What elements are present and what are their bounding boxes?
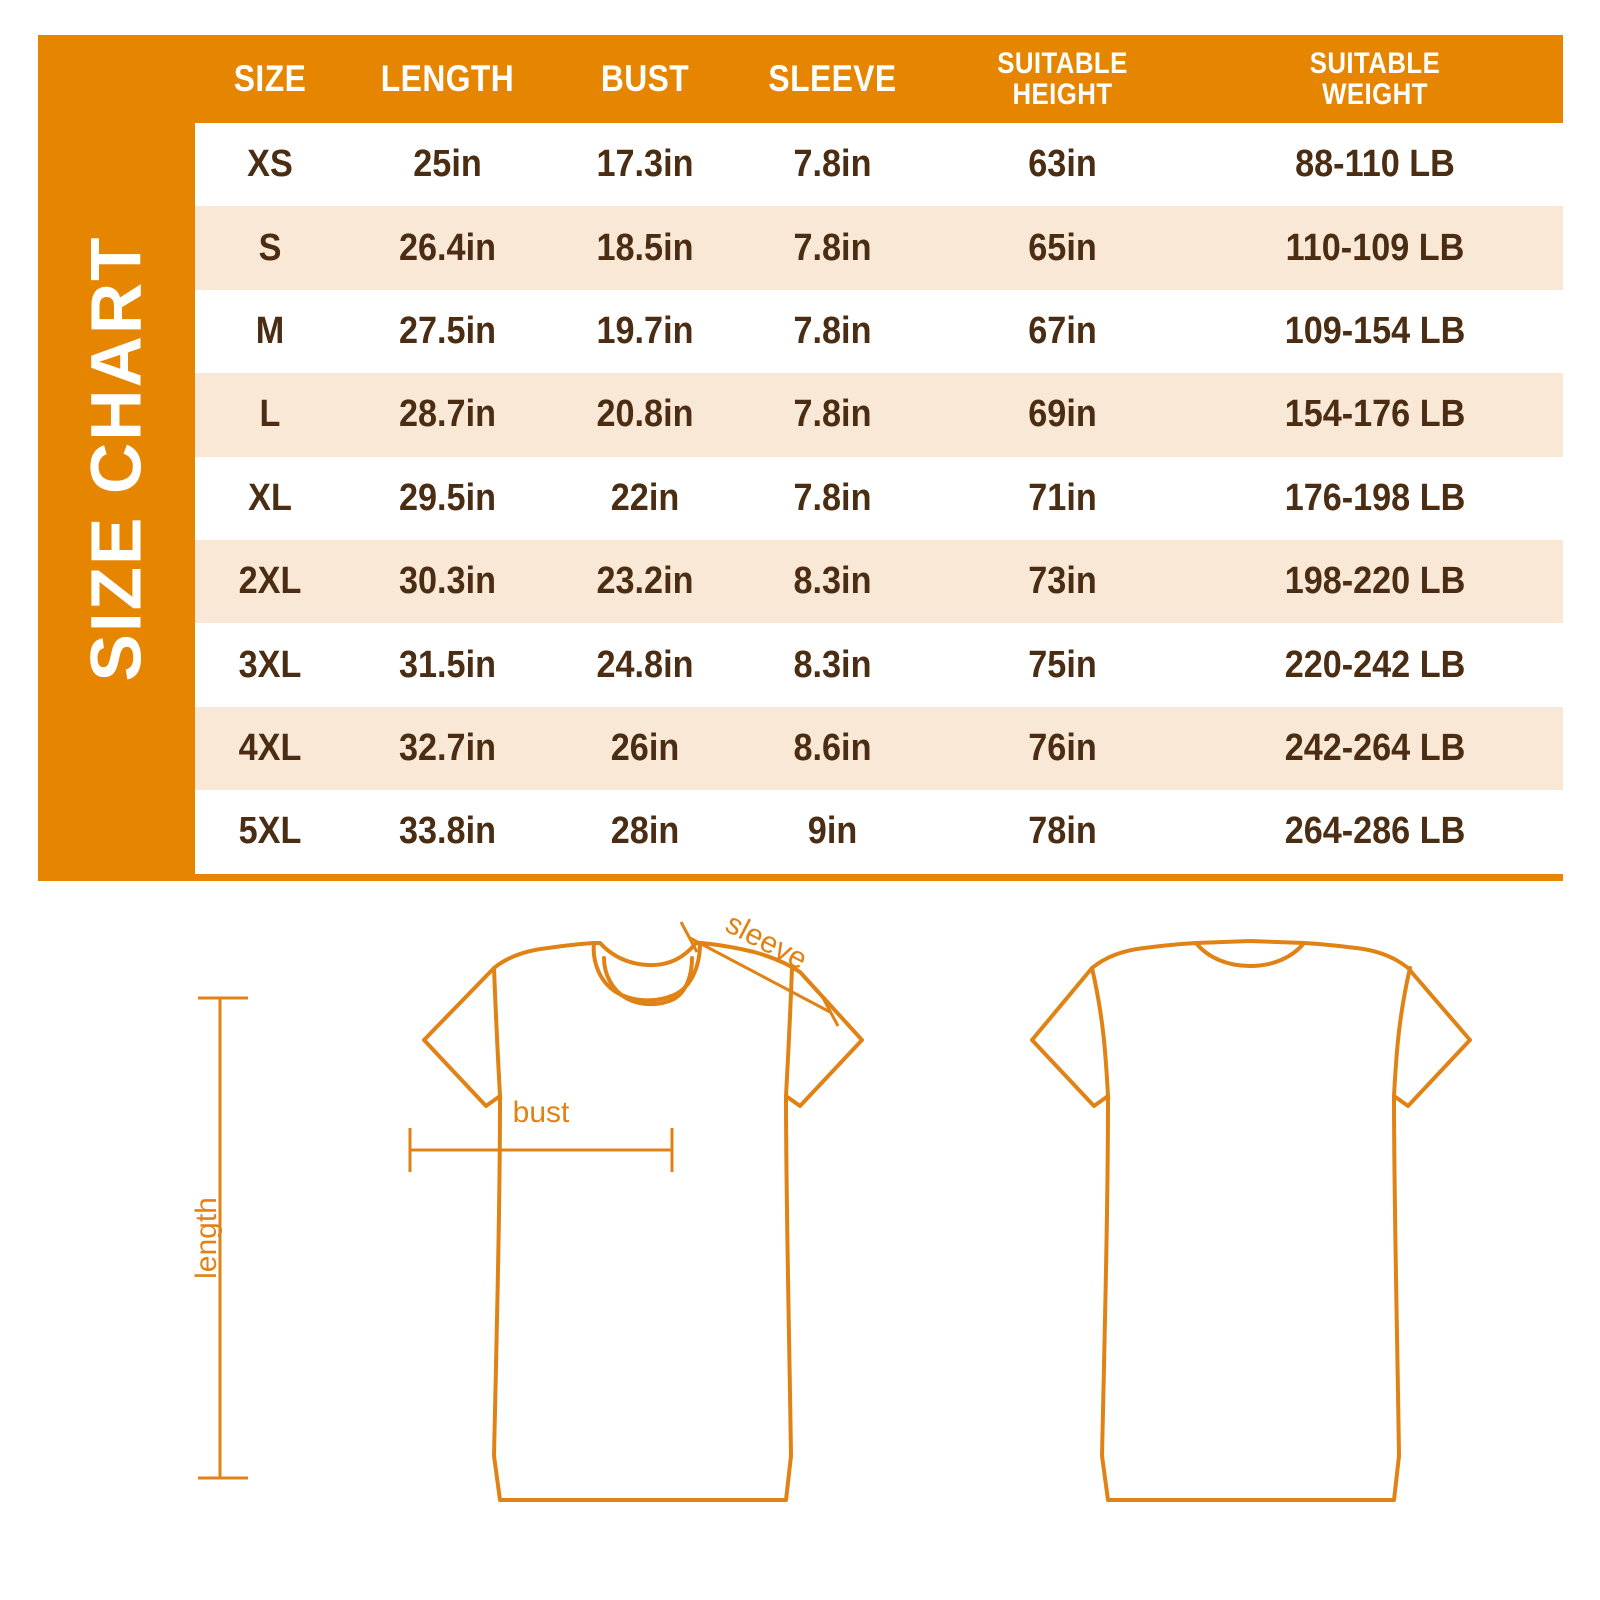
cell-height: 78in [1028, 810, 1097, 853]
column-header-suitable-weight: SUITABLE WEIGHT [1225, 46, 1526, 111]
cell-bust: 22in [610, 476, 680, 519]
cell-height: 65in [1028, 226, 1097, 269]
cell-bust: 19.7in [596, 309, 694, 352]
table-body: XS 25in 17.3in 7.8in 63in 88-110 LB S 26… [195, 123, 1563, 874]
size-chart-vertical-title: SIZE CHART [38, 35, 195, 881]
table-row: XS 25in 17.3in 7.8in 63in 88-110 LB [195, 123, 1563, 207]
cell-height: 75in [1028, 643, 1097, 686]
cell-bust: 28in [610, 810, 680, 853]
column-header-suitable-weight-line2: WEIGHT [1322, 78, 1428, 111]
cell-length: 28.7in [399, 393, 496, 436]
cell-sleeve: 7.8in [793, 309, 872, 352]
cell-size: L [259, 393, 281, 436]
cell-weight: 109-154 LB [1284, 309, 1466, 352]
table-row: 4XL 32.7in 26in 8.6in 76in 242-264 LB [195, 706, 1563, 791]
cell-height: 71in [1028, 476, 1097, 519]
cell-sleeve: 8.6in [793, 726, 872, 769]
column-header-suitable-weight-line1: SUITABLE [1309, 46, 1441, 80]
cell-bust: 23.2in [596, 560, 694, 603]
cell-weight: 110-109 LB [1285, 226, 1465, 269]
length-dimension-line [198, 996, 248, 1480]
cell-height: 76in [1028, 726, 1097, 769]
sleeve-label: sleeve [720, 907, 812, 976]
bust-label: bust [513, 1096, 570, 1129]
cell-length: 25in [413, 143, 482, 186]
table-row: XL 29.5in 22in 7.8in 71in 176-198 LB [195, 456, 1563, 540]
cell-sleeve: 9in [807, 810, 858, 853]
cell-length: 32.7in [399, 726, 496, 769]
cell-sleeve: 7.8in [793, 226, 872, 269]
cell-size: 4XL [238, 726, 302, 769]
table-row: 3XL 31.5in 24.8in 8.3in 75in 220-242 LB [195, 623, 1563, 707]
table-row: S 26.4in 18.5in 7.8in 65in 110-109 LB [195, 206, 1563, 290]
size-chart-table: SIZE LENGTH BUST SLEEVE SUITABLE HEIGHT … [195, 35, 1563, 881]
cell-weight: 176-198 LB [1284, 476, 1466, 519]
cell-sleeve: 7.8in [793, 476, 872, 519]
cell-height: 73in [1028, 560, 1097, 603]
table-row: L 28.7in 20.8in 7.8in 69in 154-176 LB [195, 373, 1563, 457]
size-chart-panel: SIZE CHART SIZE LENGTH BUST SLEEVE SUITA… [38, 35, 1563, 881]
column-header-suitable-height-line2: HEIGHT [1012, 78, 1113, 111]
cell-size: XS [247, 143, 293, 186]
cell-size: 3XL [238, 643, 302, 686]
cell-size: XL [248, 476, 292, 519]
cell-sleeve: 7.8in [793, 143, 872, 186]
length-label: length [190, 1197, 223, 1279]
cell-weight: 88-110 LB [1295, 143, 1455, 186]
table-row: 5XL 33.8in 28in 9in 78in 264-286 LB [195, 790, 1563, 874]
cell-sleeve: 8.3in [793, 560, 872, 603]
cell-size: 2XL [238, 560, 302, 603]
table-row: M 27.5in 19.7in 7.8in 67in 109-154 LB [195, 289, 1563, 374]
cell-length: 29.5in [399, 476, 496, 519]
cell-length: 26.4in [399, 226, 496, 269]
column-header-sleeve: SLEEVE [768, 58, 897, 100]
cell-bust: 26in [610, 726, 680, 769]
column-header-size: SIZE [233, 58, 307, 100]
cell-sleeve: 8.3in [793, 643, 872, 686]
table-header-row: SIZE LENGTH BUST SLEEVE SUITABLE HEIGHT … [195, 35, 1563, 123]
tshirt-back-view-icon [1030, 939, 1472, 1502]
sleeve-dimension-line [679, 921, 840, 1027]
cell-weight: 264-286 LB [1284, 810, 1466, 853]
cell-height: 67in [1028, 309, 1097, 352]
cell-bust: 20.8in [596, 393, 694, 436]
cell-weight: 154-176 LB [1284, 393, 1466, 436]
cell-weight: 198-220 LB [1284, 560, 1466, 603]
cell-weight: 242-264 LB [1284, 726, 1466, 769]
column-header-bust: BUST [600, 58, 690, 100]
bust-dimension-line [408, 1128, 674, 1172]
table-row: 2XL 30.3in 23.2in 8.3in 73in 198-220 LB [195, 539, 1563, 624]
cell-size: 5XL [238, 810, 302, 853]
cell-bust: 18.5in [596, 226, 694, 269]
cell-length: 27.5in [399, 309, 496, 352]
cell-bust: 17.3in [596, 143, 694, 186]
cell-size: S [258, 226, 282, 269]
size-chart-title-text: SIZE CHART [77, 235, 156, 681]
cell-height: 69in [1028, 393, 1097, 436]
tshirt-measurement-diagram: length bust sleeve [0, 900, 1600, 1580]
cell-bust: 24.8in [596, 643, 694, 686]
cell-length: 33.8in [399, 810, 496, 853]
cell-weight: 220-242 LB [1284, 643, 1466, 686]
cell-length: 30.3in [399, 560, 496, 603]
column-header-length: LENGTH [380, 58, 515, 100]
column-header-suitable-height: SUITABLE HEIGHT [944, 46, 1181, 111]
cell-sleeve: 7.8in [793, 393, 872, 436]
cell-height: 63in [1028, 143, 1097, 186]
column-header-suitable-height-line1: SUITABLE [997, 46, 1128, 80]
cell-size: M [255, 309, 285, 352]
tshirt-front-view-icon [422, 941, 864, 1502]
table-bottom-rule [195, 874, 1563, 881]
cell-length: 31.5in [399, 643, 496, 686]
